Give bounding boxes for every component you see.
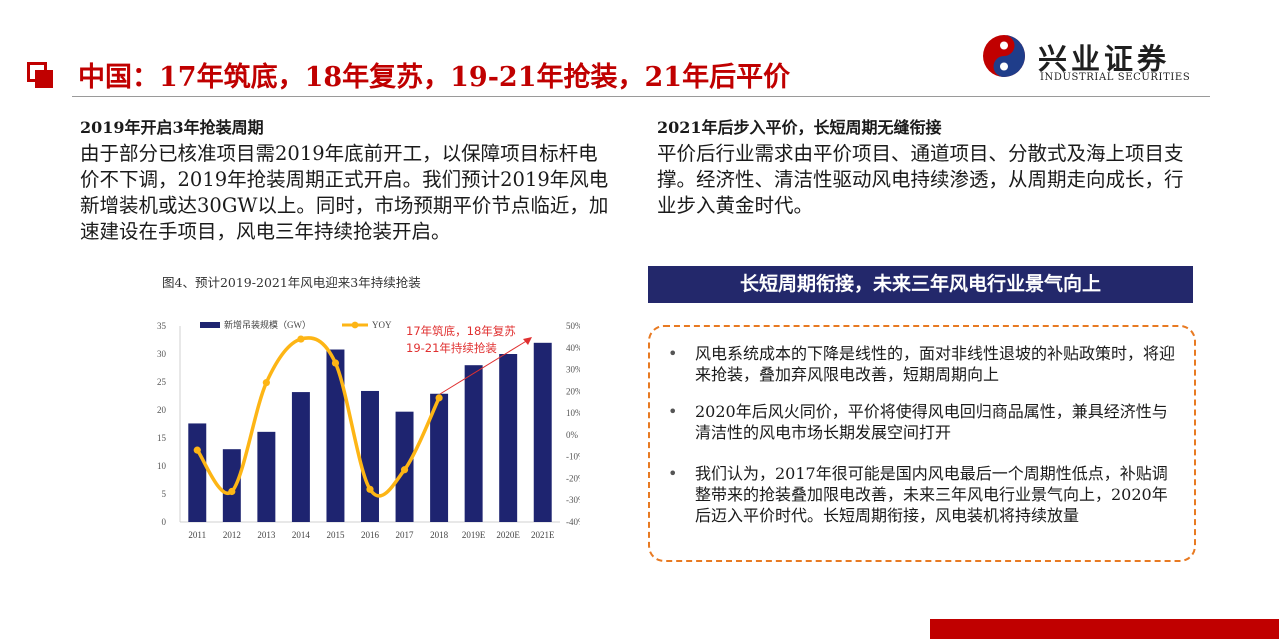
legend-line-label: YOY (372, 320, 392, 330)
summary-banner: 长短周期衔接，未来三年风电行业景气向上 (648, 266, 1193, 303)
y2-tick-label: -40% (566, 517, 580, 527)
bullet-dot: • (668, 402, 678, 421)
annotation-text: 17年筑底，18年复苏 (406, 324, 516, 338)
x-tick-label: 2017 (396, 530, 415, 540)
yoy-point (366, 485, 374, 493)
y-tick-label: 35 (157, 321, 167, 331)
y-tick-label: 0 (162, 517, 167, 527)
y-tick-label: 15 (157, 433, 167, 443)
y-tick-label: 5 (162, 489, 167, 499)
bullet-text: 我们认为，2017年很可能是国内风电最后一个周期性低点，补贴调整带来的抢装叠加限… (695, 464, 1168, 525)
bar (257, 431, 276, 522)
x-tick-label: 2016 (361, 530, 380, 540)
bar (499, 354, 518, 522)
annotation-arrow-head (523, 337, 532, 345)
y2-tick-label: -30% (566, 495, 580, 505)
wind-installation-chart: 0 5 10 15 20 25 30 35 -40% -30% -20% -10% 0% 10% 20% 30… (140, 312, 586, 552)
bar (361, 390, 379, 522)
figure-caption: 图4、预计2019-2021年风电迎来3年持续抢装 (162, 275, 421, 290)
yoy-point (262, 379, 270, 387)
logo-mark-icon (983, 35, 1025, 77)
bullet-text: 2020年后风火同价，平价将使得风电回归商品属性，兼具经济性与清洁性的风电市场长… (695, 402, 1168, 442)
y2-tick-label: 40% (566, 343, 580, 353)
right-section-body: 平价后行业需求由平价项目、通道项目、分散式及海上项目支撑。经济性、清洁性驱动风电… (657, 142, 1184, 217)
x-tick-label: 2019E (462, 530, 486, 540)
y2-tick-label: -20% (566, 473, 580, 483)
yoy-point (331, 359, 340, 367)
yoy-point (228, 487, 236, 496)
legend-line-marker (351, 321, 359, 329)
annotation-text: 19-21年持续抢装 (406, 341, 497, 355)
y2-tick-label: 10% (566, 408, 580, 418)
yoy-point (435, 394, 443, 402)
left-section-heading: 2019年开启3年抢装周期 (80, 118, 264, 137)
x-tick-label: 2015 (326, 530, 345, 540)
bullet-dot: • (668, 464, 678, 483)
y-tick-label: 30 (157, 349, 167, 359)
y2-tick-label: 20% (566, 386, 580, 396)
right-section-heading: 2021年后步入平价，长短周期无缝衔接 (657, 118, 942, 137)
footer-accent-bar (930, 619, 1279, 639)
bullet-item: • 2020年后风火同价，平价将使得风电回归商品属性，兼具经济性与清洁性的风电市… (668, 401, 1178, 443)
page-title: 中国：17年筑底，18年复苏，19-21年抢装，21年后平价 (78, 62, 791, 93)
y-tick-label: 25 (157, 377, 167, 387)
y2-tick-label: 30% (566, 365, 580, 375)
y2-tick-label: -10% (566, 452, 580, 462)
logo-text-en: INDUSTRIAL SECURITIES (1040, 72, 1191, 83)
bullet-dot: • (668, 344, 678, 363)
left-section-body: 由于部分已核准项目需2019年底前开工，以保障项目标杆电价不下调，2019年抢装… (80, 142, 609, 243)
yoy-point (297, 335, 305, 343)
bar (291, 392, 310, 522)
y-tick-label: 20 (157, 405, 167, 415)
chart-svg: 0 5 10 15 20 25 30 35 -40% -30% -20% -10% 0% 10% 20% 30… (157, 319, 586, 540)
title-icon (27, 62, 53, 88)
legend-bar-swatch (200, 322, 220, 328)
x-tick-label: 2014 (292, 530, 311, 540)
x-tick-label: 2012 (223, 530, 241, 540)
bar (188, 423, 207, 522)
annotation-arrow-line (439, 339, 529, 395)
bar (430, 393, 449, 522)
bullet-text: 风电系统成本的下降是线性的，面对非线性退坡的补贴政策时，将迎来抢装，叠加弃风限电… (695, 344, 1176, 384)
bar (533, 342, 552, 522)
y2-tick-label: 0% (566, 430, 579, 440)
title-divider (72, 96, 1210, 97)
logo-text-cn: 兴业证券 (1038, 42, 1171, 76)
bullet-item: • 我们认为，2017年很可能是国内风电最后一个周期性低点，补贴调整带来的抢装叠… (668, 463, 1178, 526)
yoy-point (193, 446, 201, 454)
bar (222, 449, 241, 522)
bullet-box: • 风电系统成本的下降是线性的，面对非线性退坡的补贴政策时，将迎来抢装，叠加弃风… (648, 325, 1196, 562)
yoy-line (195, 336, 441, 498)
legend-bar-label: 新增吊装规模（GW） (224, 319, 311, 330)
company-logo: 兴业证券 INDUSTRIAL SECURITIES (982, 34, 1202, 88)
bar (464, 365, 483, 522)
y-tick-label: 10 (157, 461, 167, 471)
x-tick-label: 2021E (531, 530, 555, 540)
x-tick-label: 2011 (188, 530, 206, 540)
x-tick-label: 2013 (257, 530, 276, 540)
bullet-item: • 风电系统成本的下降是线性的，面对非线性退坡的补贴政策时，将迎来抢装，叠加弃风… (668, 343, 1178, 385)
x-tick-label: 2020E (496, 530, 520, 540)
x-tick-label: 2018 (430, 530, 449, 540)
y2-tick-label: 50% (566, 321, 580, 331)
bar (326, 349, 345, 522)
yoy-point (400, 466, 409, 474)
